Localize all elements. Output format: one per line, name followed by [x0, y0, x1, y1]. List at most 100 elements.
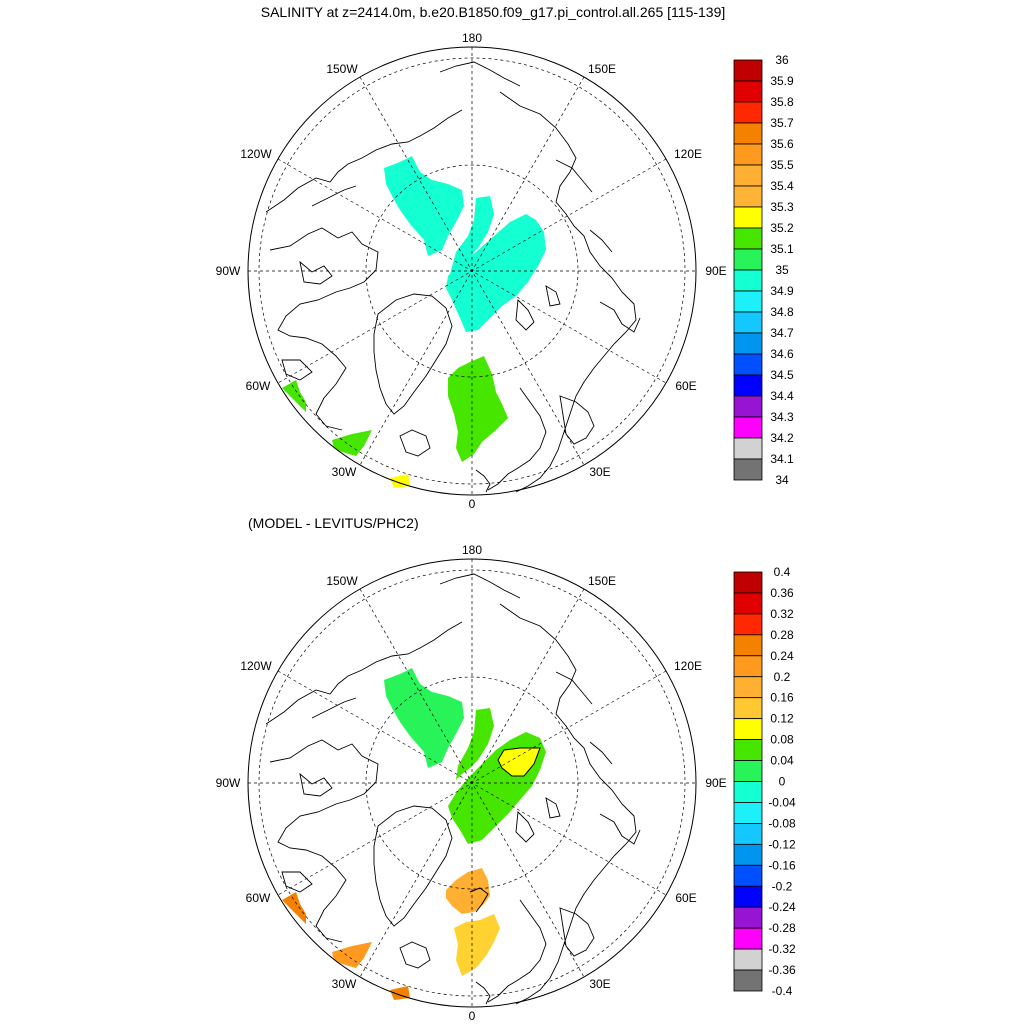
lon-label-90w: 90W: [216, 264, 241, 278]
colorbar-swatch: [733, 718, 763, 741]
colorbar-swatch: [733, 739, 763, 761]
colorbar-label: 35.7: [770, 116, 794, 130]
lon-label-120e: 120E: [674, 147, 702, 161]
colorbar-swatch: [733, 823, 763, 845]
lon-label-0: 0: [469, 497, 476, 511]
colorbar-swatch: [733, 59, 763, 82]
colorbar-swatch: [733, 613, 763, 636]
yellow-pocket-patch: [497, 747, 541, 777]
difference-colorbar: 0.4 0.36 0.32 0.28 0.24 0.2 0.16 0.12 0.08 0.04 0 -…: [733, 565, 796, 998]
colorbar-swatch: [733, 437, 763, 460]
colorbar-swatch: [733, 206, 763, 229]
colorbar-label: 0.2: [774, 670, 791, 684]
colorbar-swatch: [733, 927, 763, 950]
nordic-seas-diff-patch: [446, 868, 490, 914]
colorbar-label: 0.16: [770, 691, 794, 705]
colorbar-swatch: [733, 332, 763, 355]
difference-title: (MODEL - LEVITUS/PHC2): [248, 515, 419, 531]
colorbar-swatch: [733, 458, 763, 481]
colorbar-swatch: [733, 248, 763, 271]
colorbar-swatch: [733, 592, 763, 615]
colorbar-label: -0.32: [768, 942, 796, 956]
north-atlantic-edge-diff-patch: [332, 942, 372, 968]
nordic-seas-patch: [448, 356, 508, 462]
colorbar-swatch: [733, 948, 763, 971]
colorbar-swatch: [733, 906, 763, 929]
colorbar-swatch: [733, 781, 763, 803]
colorbar-label: 0.04: [770, 754, 794, 768]
colorbar-swatch: [733, 164, 763, 187]
colorbar-swatch: [733, 80, 763, 103]
lon-label-180: 180: [462, 31, 482, 45]
labrador-sea-diff-patch: [282, 892, 306, 924]
colorbar-label: -0.04: [768, 795, 796, 809]
colorbar-label: 34.9: [770, 284, 794, 298]
colorbar-swatch: [733, 269, 763, 292]
colorbar-label: 35.1: [770, 242, 794, 256]
difference-map: 180 0 150W 150E 120W 120E 90W 90E 60W 60…: [216, 543, 796, 1023]
north-america-coast: [265, 621, 463, 943]
colorbar-label: 0.36: [770, 586, 794, 600]
north-atlantic-diff-patch: [454, 914, 500, 976]
lon-label-60e: 60E: [675, 379, 696, 393]
colorbar-swatch: [733, 353, 763, 376]
lon-label-60e: 60E: [675, 891, 696, 905]
colorbar-label: 34.7: [770, 326, 794, 340]
colorbar-swatch: [733, 885, 763, 908]
salinity-field: [282, 156, 546, 488]
colorbar-swatch: [733, 676, 763, 699]
colorbar-swatch: [733, 290, 763, 313]
colorbar-swatch: [733, 122, 763, 145]
colorbar-label: 34.5: [770, 368, 794, 382]
meridian-120e-60w: [277, 158, 667, 384]
colorbar-swatch: [733, 969, 763, 992]
colorbar-label: 35.8: [770, 95, 794, 109]
latitude-circle-outer: [258, 57, 686, 485]
salinity-colorbar: 36 35.9 35.8 35.7 35.6 35.5 35.4 35.3 35.2 35.1 35…: [733, 53, 794, 487]
latitude-circle-outer: [258, 569, 686, 997]
lon-label-150e: 150E: [588, 62, 616, 76]
eurasian-basin-patch-2: [446, 214, 546, 332]
colorbar-label: 35.5: [770, 158, 794, 172]
colorbar-label: -0.16: [768, 858, 796, 872]
colorbar-label: 34.4: [770, 389, 794, 403]
map-boundary: [247, 46, 697, 496]
salinity-map: 180 0 150W 150E 120W 120E 90W 90E 60W 60…: [216, 31, 794, 511]
colorbar-swatch: [733, 634, 763, 657]
lon-label-0: 0: [469, 1009, 476, 1023]
canada-basin-diff-patch: [384, 668, 464, 768]
colorbar-label: 35.9: [770, 74, 794, 88]
lon-label-30w: 30W: [332, 465, 357, 479]
colorbar-label: -0.08: [768, 816, 796, 830]
colorbar-label: 34.8: [770, 305, 794, 319]
colorbar-swatch: [733, 655, 763, 678]
colorbar-swatch: [733, 185, 763, 208]
colorbar-swatch: [733, 227, 763, 250]
colorbar-swatch: [733, 802, 763, 824]
colorbar-label: -0.12: [768, 837, 796, 851]
greenland-coast: [373, 805, 453, 927]
map-boundary: [247, 558, 697, 1008]
colorbar-swatch: [733, 395, 763, 418]
colorbar-swatch: [733, 101, 763, 124]
graticule: [248, 559, 696, 1007]
siberia-islands-coast: [439, 573, 641, 845]
greenland-coast: [373, 293, 453, 415]
lon-label-150w: 150W: [326, 574, 358, 588]
lon-label-30w: 30W: [332, 977, 357, 991]
colorbar-swatch: [733, 143, 763, 166]
colorbar-label: 34.3: [770, 410, 794, 424]
colorbar-label: 34.6: [770, 347, 794, 361]
colorbar-swatch: [733, 843, 763, 866]
labrador-sea-patch: [282, 380, 306, 412]
lon-label-60w: 60W: [246, 891, 271, 905]
lon-label-90e: 90E: [705, 264, 726, 278]
colorbar-label: 35.3: [770, 200, 794, 214]
lon-label-90w: 90W: [216, 776, 241, 790]
colorbar-swatch: [733, 416, 763, 439]
colorbar-swatch: [733, 760, 763, 782]
lon-label-90e: 90E: [705, 776, 726, 790]
longitude-labels: 180 0 150W 150E 120W 120E 90W 90E 60W 60…: [216, 31, 727, 511]
coastlines: [265, 61, 641, 493]
colorbar-label: 0.32: [770, 607, 794, 621]
